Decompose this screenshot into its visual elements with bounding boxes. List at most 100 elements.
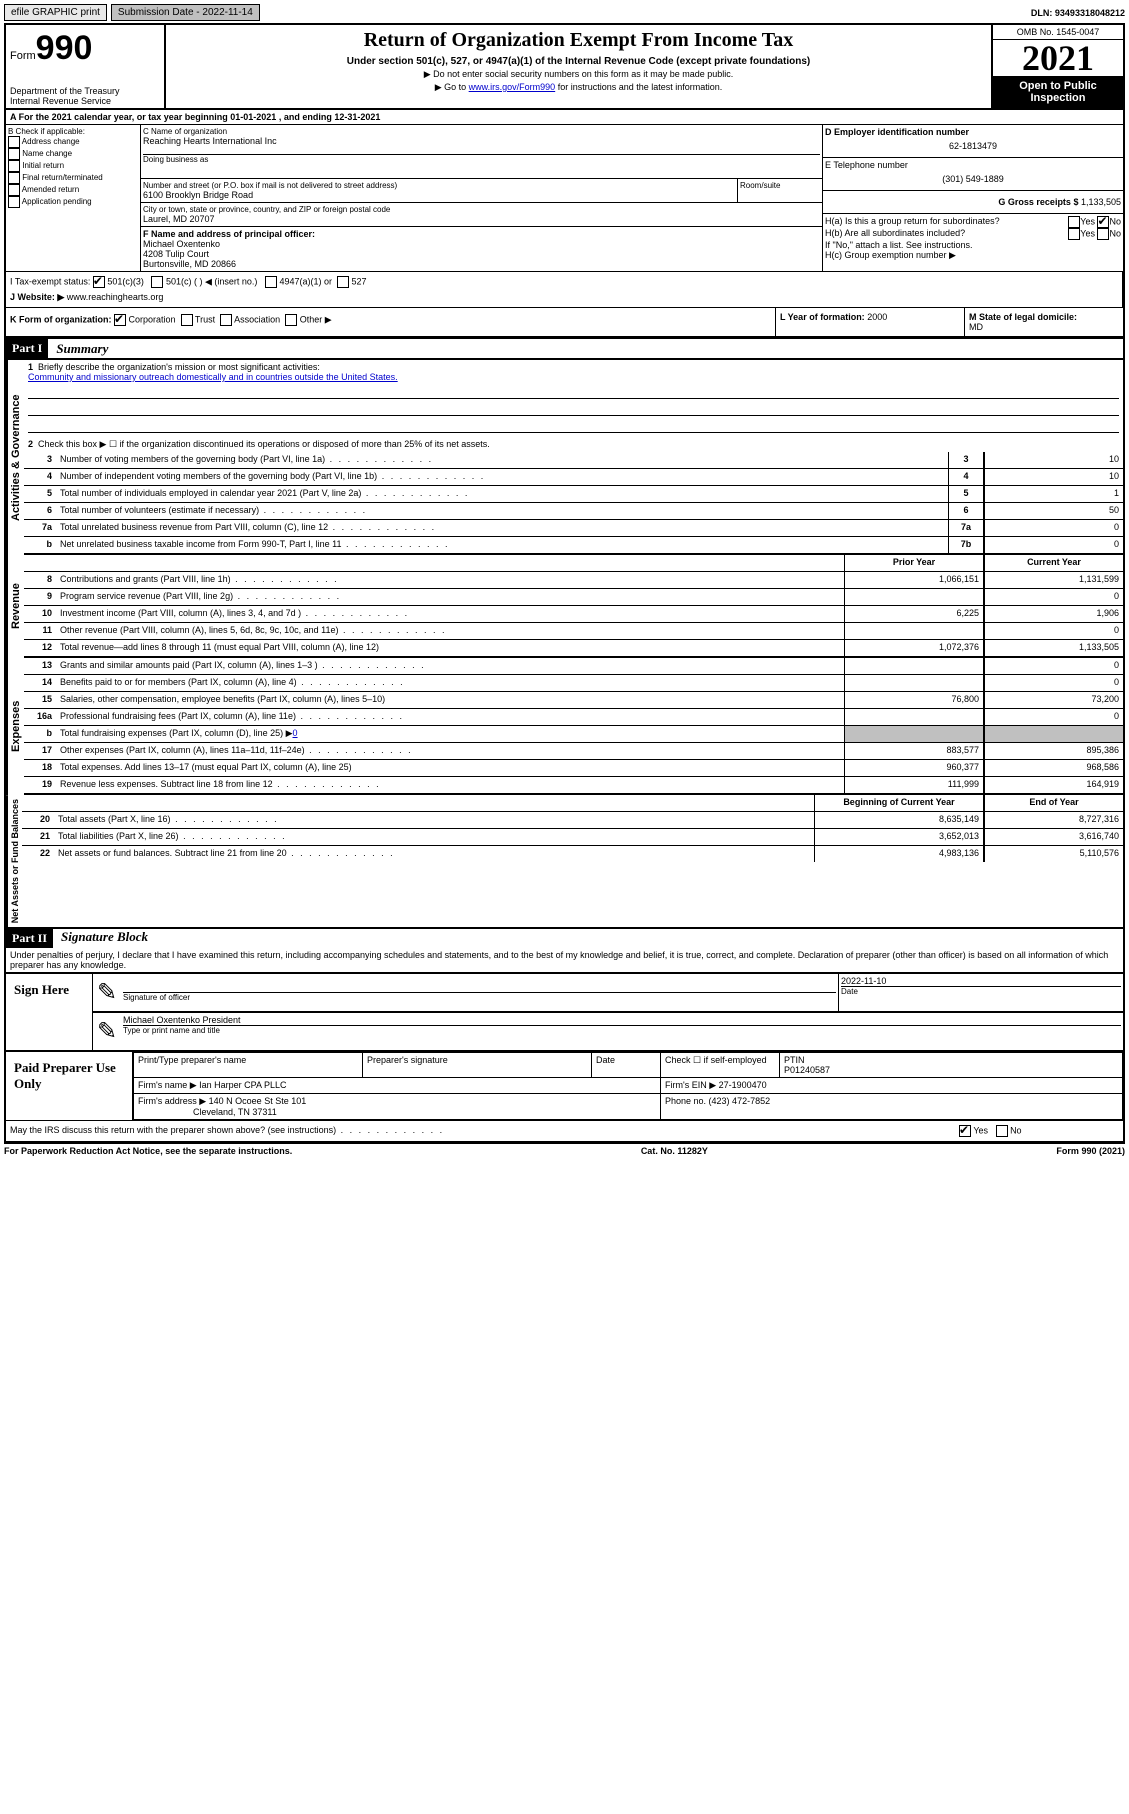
part-ii-header: Part II Signature Block [6, 929, 1123, 948]
box-f: F Name and address of principal officer:… [141, 227, 822, 271]
box-k: K Form of organization: Corporation Trus… [6, 308, 775, 336]
checkbox-assoc[interactable] [220, 314, 232, 326]
checkbox-address-change[interactable] [8, 136, 20, 148]
line-17: 17 Other expenses (Part IX, column (A), … [24, 743, 1123, 760]
website-value: www.reachinghearts.org [67, 292, 164, 302]
box-d: D Employer identification number 62-1813… [823, 125, 1123, 158]
prep-check: Check ☐ if self-employed [661, 1053, 780, 1078]
form-subtitle-1: Under section 501(c), 527, or 4947(a)(1)… [174, 56, 983, 67]
l18-prior: 960,377 [844, 760, 984, 776]
checkbox-corp[interactable] [114, 314, 126, 326]
checkbox-discuss-no[interactable] [996, 1125, 1008, 1137]
m-label: M State of legal domicile: [969, 312, 1077, 322]
j-label: J Website: ▶ [10, 292, 67, 302]
l5-box: 5 [948, 486, 984, 502]
l9-prior [844, 589, 984, 605]
checkbox-ha-no[interactable] [1097, 216, 1109, 228]
header-center: Return of Organization Exempt From Incom… [166, 25, 991, 108]
checkbox-discuss-yes[interactable] [959, 1125, 971, 1137]
discuss-no: No [1010, 1126, 1022, 1136]
l15-num: 15 [24, 692, 56, 708]
l20-current: 8,727,316 [984, 812, 1123, 828]
checkbox-name-change[interactable] [8, 148, 20, 160]
checkbox-hb-no[interactable] [1097, 228, 1109, 240]
line-15: 15 Salaries, other compensation, employe… [24, 692, 1123, 709]
l4-text: Number of independent voting members of … [56, 469, 948, 485]
l13-text: Grants and similar amounts paid (Part IX… [56, 658, 844, 674]
checkbox-final-return[interactable] [8, 172, 20, 184]
checkbox-hb-yes[interactable] [1068, 228, 1080, 240]
identity-block: B Check if applicable: Address change Na… [6, 125, 1123, 272]
l21-current: 3,616,740 [984, 829, 1123, 845]
irs-link[interactable]: www.irs.gov/Form990 [469, 82, 556, 92]
paid-preparer-block: Paid Preparer Use Only Print/Type prepar… [6, 1050, 1123, 1121]
prep-col3: Date [592, 1053, 661, 1078]
sig-name: Michael Oxentenko President [123, 1015, 1121, 1026]
goto-pre: ▶ Go to [435, 82, 469, 92]
checkbox-4947[interactable] [265, 276, 277, 288]
l7b-box: 7b [948, 537, 984, 553]
l10-prior: 6,225 [844, 606, 984, 622]
form-number: 990 [36, 29, 93, 67]
org-name: Reaching Hearts International Inc [143, 136, 820, 146]
sidebar-revenue: Revenue [6, 555, 24, 658]
footer-right: Form 990 (2021) [1056, 1146, 1125, 1156]
efile-button[interactable]: efile GRAPHIC print [4, 4, 107, 21]
l11-current: 0 [984, 623, 1123, 639]
l16b-val[interactable]: 0 [293, 728, 298, 738]
l6-box: 6 [948, 503, 984, 519]
l9-current: 0 [984, 589, 1123, 605]
l3-val: 10 [984, 452, 1123, 468]
line-16b: b Total fundraising expenses (Part IX, c… [24, 726, 1123, 743]
header-boy: Beginning of Current Year [814, 795, 984, 811]
phone-label: E Telephone number [825, 160, 1121, 170]
ein-label: D Employer identification number [825, 127, 1121, 137]
l17-current: 895,386 [984, 743, 1123, 759]
checkbox-527[interactable] [337, 276, 349, 288]
l10-current: 1,906 [984, 606, 1123, 622]
line-a-end: 12-31-2021 [334, 112, 380, 122]
line-a-mid: , and ending [279, 112, 335, 122]
checkbox-501c[interactable] [151, 276, 163, 288]
l12-num: 12 [24, 640, 56, 656]
l6-val: 50 [984, 503, 1123, 519]
l15-text: Salaries, other compensation, employee b… [56, 692, 844, 708]
checkbox-501c3[interactable] [93, 276, 105, 288]
checkbox-other[interactable] [285, 314, 297, 326]
l4-box: 4 [948, 469, 984, 485]
line-16a: 16a Professional fundraising fees (Part … [24, 709, 1123, 726]
summary-net-assets: Net Assets or Fund Balances Beginning of… [6, 795, 1123, 929]
box-j: J Website: ▶ www.reachinghearts.org [10, 292, 1118, 303]
header-current: Current Year [984, 555, 1123, 571]
dept-treasury: Department of the Treasury Internal Reve… [10, 86, 120, 106]
org-address: 6100 Brooklyn Bridge Road [143, 190, 735, 200]
submission-date-button[interactable]: Submission Date - 2022-11-14 [111, 4, 260, 21]
h-a-label: H(a) Is this a group return for subordin… [825, 216, 1068, 228]
gross-label: G Gross receipts $ [998, 197, 1081, 207]
form-label: Form [10, 50, 36, 62]
phone-value: (301) 549-1889 [825, 170, 1121, 188]
l7a-num: 7a [24, 520, 56, 536]
dept-label: Department of the Treasury [10, 86, 120, 96]
l1-value[interactable]: Community and missionary outreach domest… [28, 372, 398, 382]
line-10: 10 Investment income (Part VIII, column … [24, 606, 1123, 623]
opt-application-pending: Application pending [22, 197, 92, 206]
prep-col2: Preparer's signature [363, 1053, 592, 1078]
i-label: I Tax-exempt status: [10, 276, 90, 286]
box-h: H(a) Is this a group return for subordin… [823, 214, 1123, 263]
l19-num: 19 [24, 777, 56, 793]
l22-prior: 4,983,136 [814, 846, 984, 862]
header-right: OMB No. 1545-0047 2021 Open to Public In… [991, 25, 1123, 108]
checkbox-amended-return[interactable] [8, 184, 20, 196]
signature-declaration: Under penalties of perjury, I declare th… [6, 948, 1123, 972]
line-22: 22 Net assets or fund balances. Subtract… [22, 846, 1123, 862]
pen-icon: ✎ [93, 1013, 121, 1050]
sig-name-label: Type or print name and title [123, 1026, 1121, 1035]
checkbox-trust[interactable] [181, 314, 193, 326]
officer-name: Michael Oxentenko [143, 239, 820, 249]
sig-date-label: Date [841, 987, 1121, 996]
checkbox-initial-return[interactable] [8, 160, 20, 172]
checkbox-ha-yes[interactable] [1068, 216, 1080, 228]
checkbox-application-pending[interactable] [8, 196, 20, 208]
ha-yes: Yes [1080, 216, 1095, 226]
